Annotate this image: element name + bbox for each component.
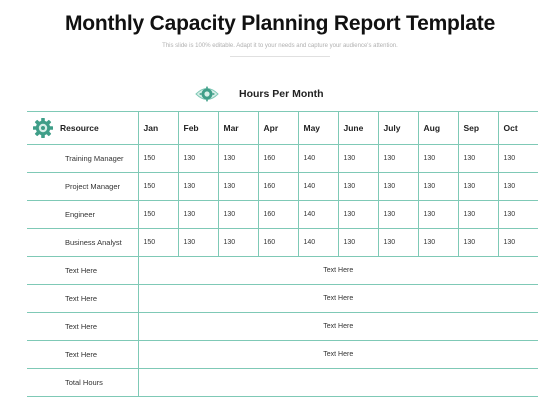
text-row-merged-cell: Text Here: [137, 312, 538, 341]
hours-cell: 160: [257, 144, 298, 173]
hours-cell: 160: [257, 172, 298, 201]
hours-cell: 130: [377, 200, 418, 229]
month-header-sep: Sep: [457, 111, 498, 145]
month-header-jan: Jan: [137, 111, 178, 145]
month-header-oct: Oct: [497, 111, 538, 145]
hours-cell: 130: [497, 144, 538, 173]
hours-cell: 140: [297, 172, 338, 201]
text-row-name: Text Here: [27, 312, 138, 341]
month-header-june: June: [337, 111, 378, 145]
hours-cell: 130: [337, 228, 378, 257]
eye-gear-icon: [195, 86, 219, 102]
text-row-merged-cell: Text Here: [137, 340, 538, 369]
hours-cell: 130: [457, 172, 498, 201]
hours-cell: 130: [417, 144, 458, 173]
resource-header-cell: Resource: [27, 111, 138, 145]
hours-cell: 150: [137, 228, 178, 257]
hours-per-month-label: Hours Per Month: [239, 88, 324, 100]
hours-cell: 130: [377, 144, 418, 173]
month-header-may: May: [297, 111, 338, 145]
hours-cell: 140: [297, 200, 338, 229]
hours-cell: 130: [177, 172, 218, 201]
subtitle-divider: [230, 56, 330, 57]
page-title: Monthly Capacity Planning Report Templat…: [64, 12, 496, 35]
hours-cell: 130: [177, 200, 218, 229]
month-header-july: July: [377, 111, 418, 145]
hours-cell: 130: [217, 172, 258, 201]
hours-per-month-heading: Hours Per Month: [195, 82, 324, 106]
table-row: Business Analyst 150 130 130 160 140 130…: [27, 228, 538, 257]
month-header-feb: Feb: [177, 111, 218, 145]
hours-cell: 130: [417, 200, 458, 229]
total-hours-label: Total Hours: [27, 368, 138, 397]
page-subtitle: This slide is 100% editable. Adapt it to…: [162, 43, 398, 49]
gear-icon: [33, 118, 53, 138]
hours-cell: 130: [497, 228, 538, 257]
hours-cell: 130: [457, 144, 498, 173]
text-row-merged-cell: Text Here: [137, 256, 538, 285]
hours-cell: 150: [137, 172, 178, 201]
text-row-name: Text Here: [27, 284, 138, 313]
hours-cell: 130: [457, 200, 498, 229]
month-header-aug: Aug: [417, 111, 458, 145]
table-row-total: Total Hours: [27, 368, 538, 397]
table-row: Text Here Text Here: [27, 284, 538, 313]
hours-cell: 130: [217, 144, 258, 173]
table-row: Training Manager 150 130 130 160 140 130…: [27, 144, 538, 173]
resource-name: Engineer: [27, 200, 138, 229]
hours-cell: 130: [497, 200, 538, 229]
hours-cell: 130: [337, 144, 378, 173]
hours-cell: 150: [137, 200, 178, 229]
hours-cell: 130: [377, 172, 418, 201]
table-row: Text Here Text Here: [27, 312, 538, 341]
capacity-table: Resource Jan Feb Mar Apr May June July A…: [27, 111, 538, 397]
total-hours-cell: [137, 368, 538, 397]
table-header-row: Resource Jan Feb Mar Apr May June July A…: [27, 111, 538, 145]
text-row-name: Text Here: [27, 256, 138, 285]
hours-cell: 130: [417, 228, 458, 257]
hours-cell: 130: [377, 228, 418, 257]
table-row: Engineer 150 130 130 160 140 130 130 130…: [27, 200, 538, 229]
resource-name: Project Manager: [27, 172, 138, 201]
hours-cell: 140: [297, 144, 338, 173]
hours-cell: 160: [257, 228, 298, 257]
hours-cell: 130: [337, 172, 378, 201]
month-header-mar: Mar: [217, 111, 258, 145]
hours-cell: 130: [337, 200, 378, 229]
hours-cell: 130: [177, 228, 218, 257]
hours-cell: 130: [457, 228, 498, 257]
resource-header-label: Resource: [60, 123, 99, 133]
hours-cell: 160: [257, 200, 298, 229]
resource-name: Business Analyst: [27, 228, 138, 257]
text-row-merged-cell: Text Here: [137, 284, 538, 313]
hours-cell: 130: [417, 172, 458, 201]
resource-name: Training Manager: [27, 144, 138, 173]
month-header-apr: Apr: [257, 111, 298, 145]
hours-cell: 140: [297, 228, 338, 257]
hours-cell: 150: [137, 144, 178, 173]
hours-cell: 130: [217, 228, 258, 257]
text-row-name: Text Here: [27, 340, 138, 369]
hours-cell: 130: [217, 200, 258, 229]
table-row: Text Here Text Here: [27, 256, 538, 285]
hours-cell: 130: [497, 172, 538, 201]
table-row: Text Here Text Here: [27, 340, 538, 369]
hours-cell: 130: [177, 144, 218, 173]
table-row: Project Manager 150 130 130 160 140 130 …: [27, 172, 538, 201]
